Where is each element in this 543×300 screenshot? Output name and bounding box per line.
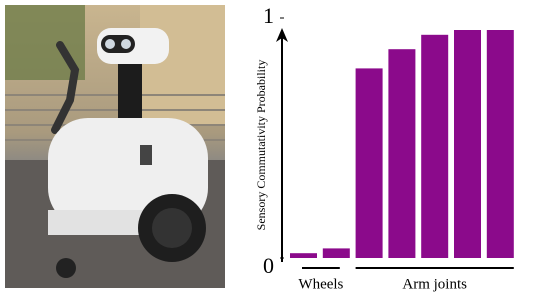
group-label: Arm joints (402, 276, 467, 292)
group-label: Wheels (298, 276, 343, 292)
bar (454, 30, 481, 258)
bar (322, 248, 350, 258)
y-axis-label: Sensory Commutativity Probability (254, 60, 268, 231)
y-tick-label: 1 (263, 3, 274, 28)
bar (355, 68, 383, 259)
bar (421, 34, 449, 258)
bar (388, 49, 416, 259)
chart: Sensory Commutativity Probability 0 1 Whee… (254, 3, 514, 292)
bar (290, 253, 317, 258)
y-tick-label: 0 (263, 253, 274, 278)
axis-arrow (276, 28, 288, 42)
robot-photo (5, 5, 225, 288)
bar (486, 30, 514, 258)
